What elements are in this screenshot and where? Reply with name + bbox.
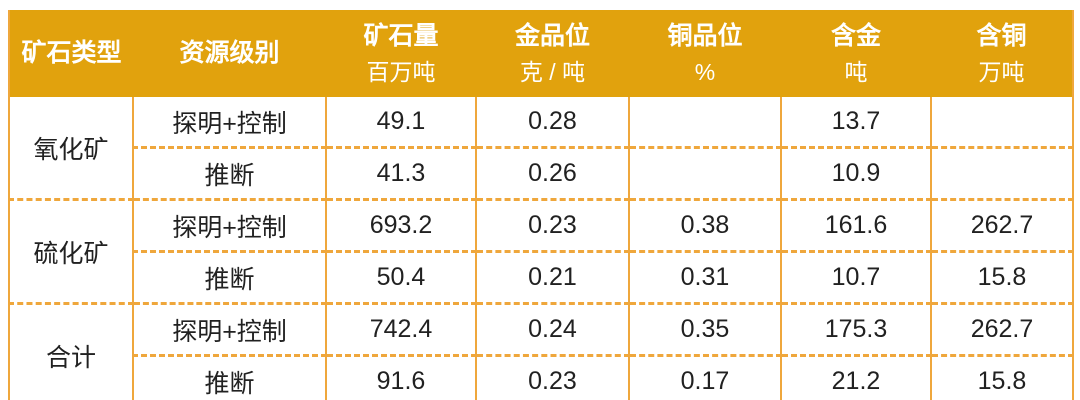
col-header-ore-tonnage: 矿石量 百万吨 — [326, 10, 476, 97]
header-cell-content: 金品位 克 / 吨 — [476, 10, 629, 97]
contained-copper-cell — [930, 97, 1073, 148]
gold-grade-cell: 0.21 — [475, 250, 629, 304]
col-title: 金品位 — [514, 21, 590, 50]
table-row: 硫化矿 探明+控制 693.2 0.23 0.38 161.6 262.7 — [8, 198, 1073, 304]
contained-copper-cell: 15.8 — [930, 354, 1073, 400]
ore-resource-table: 矿石类型 资源级别 矿石量 百万吨 金品位 — [8, 10, 1074, 400]
copper-grade-cell: 0.17 — [628, 354, 781, 400]
col-header-copper-grade: 铜品位 % — [629, 10, 781, 97]
ore-tonnage-cell: 49.1 — [325, 97, 476, 148]
table-body: 氧化矿 探明+控制 49.1 0.28 13.7 推断 41.3 0.26 10… — [8, 97, 1073, 400]
col-unit: 吨 — [844, 58, 868, 85]
contained-gold-cell: 175.3 — [780, 302, 931, 356]
col-title: 含铜 — [976, 21, 1027, 50]
gold-grade-cell: 0.28 — [475, 97, 629, 148]
header-row: 矿石类型 资源级别 矿石量 百万吨 金品位 — [9, 10, 1073, 97]
col-title: 矿石类型 — [21, 39, 122, 67]
ore-tonnage-cell: 742.4 — [325, 302, 476, 356]
header-cell-content: 铜品位 % — [629, 10, 781, 97]
header-cell-content: 资源级别 — [133, 10, 326, 97]
gold-grade-cell: 0.24 — [475, 302, 629, 356]
resource-level-cell: 探明+控制 — [132, 97, 326, 148]
ore-tonnage-cell: 50.4 — [325, 250, 476, 304]
col-header-resource-level: 资源级别 — [133, 10, 326, 97]
header-cell-content: 矿石量 百万吨 — [326, 10, 476, 97]
copper-grade-cell: 0.31 — [628, 250, 781, 304]
col-unit: % — [694, 58, 716, 85]
resource-level-cell: 推断 — [132, 250, 326, 304]
contained-gold-cell: 10.9 — [780, 146, 931, 200]
gold-grade-cell: 0.23 — [475, 198, 629, 252]
table-row: 推断 41.3 0.26 10.9 — [9, 146, 1073, 200]
contained-copper-cell: 15.8 — [930, 250, 1073, 304]
header-cell-content: 含金 吨 — [781, 10, 931, 97]
copper-grade-cell — [628, 97, 781, 148]
ore-type-cell: 氧化矿 — [8, 97, 133, 200]
ore-tonnage-cell: 91.6 — [325, 354, 476, 400]
copper-grade-cell: 0.35 — [628, 302, 781, 356]
resource-level-cell: 推断 — [132, 146, 326, 200]
table-row: 氧化矿 探明+控制 49.1 0.28 13.7 — [8, 97, 1073, 200]
resource-level-cell: 探明+控制 — [132, 198, 326, 252]
col-header-gold-grade: 金品位 克 / 吨 — [476, 10, 629, 97]
contained-copper-cell: 262.7 — [930, 198, 1073, 252]
ore-tonnage-cell: 41.3 — [325, 146, 476, 200]
col-title: 资源级别 — [179, 39, 280, 67]
ore-type-cell: 硫化矿 — [8, 198, 133, 304]
col-header-contained-gold: 含金 吨 — [781, 10, 931, 97]
col-title: 矿石量 — [363, 21, 439, 50]
contained-gold-cell: 13.7 — [780, 97, 931, 148]
header-cell-content: 矿石类型 — [10, 10, 133, 97]
gold-grade-cell: 0.26 — [475, 146, 629, 200]
resource-level-cell: 推断 — [132, 354, 326, 400]
table-row: 合计 探明+控制 742.4 0.24 0.35 175.3 262.7 — [8, 302, 1073, 400]
col-title: 铜品位 — [667, 21, 743, 50]
col-unit: 克 / 吨 — [519, 58, 586, 85]
copper-grade-cell — [628, 146, 781, 200]
contained-gold-cell: 21.2 — [780, 354, 931, 400]
ore-tonnage-cell: 693.2 — [325, 198, 476, 252]
col-title: 含金 — [830, 21, 881, 50]
contained-copper-cell — [930, 146, 1073, 200]
col-unit: 百万吨 — [366, 58, 436, 85]
ore-type-cell: 合计 — [8, 302, 133, 400]
gold-grade-cell: 0.23 — [475, 354, 629, 400]
col-unit: 万吨 — [978, 58, 1025, 85]
header-cell-content: 含铜 万吨 — [931, 10, 1072, 97]
table-row: 推断 91.6 0.23 0.17 21.2 15.8 — [9, 354, 1073, 400]
col-header-ore-type: 矿石类型 — [9, 10, 133, 97]
contained-gold-cell: 10.7 — [780, 250, 931, 304]
col-header-contained-copper: 含铜 万吨 — [931, 10, 1073, 97]
contained-copper-cell: 262.7 — [930, 302, 1073, 356]
table-row: 推断 50.4 0.21 0.31 10.7 15.8 — [9, 250, 1073, 304]
resource-level-cell: 探明+控制 — [132, 302, 326, 356]
table-header: 矿石类型 资源级别 矿石量 百万吨 金品位 — [9, 10, 1073, 97]
copper-grade-cell: 0.38 — [628, 198, 781, 252]
contained-gold-cell: 161.6 — [780, 198, 931, 252]
